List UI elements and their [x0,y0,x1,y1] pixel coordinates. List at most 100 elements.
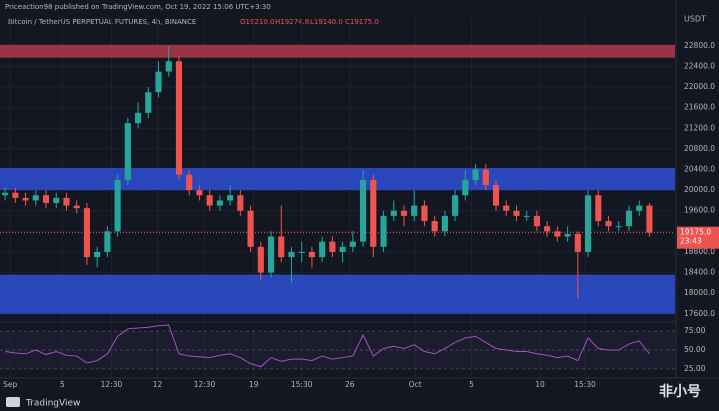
candle-body [2,192,9,196]
candle-body [513,210,520,216]
y-tick-label: 18400.0 [684,268,715,277]
candle-body [492,184,500,206]
symbol-title: Bitcoin / TetherUS PERPETUAL FUTURES, 4h… [8,18,196,26]
candle-body [175,61,183,175]
candle-body [298,251,305,253]
candle-body [636,205,643,211]
y-tick-label: 19600.0 [684,206,715,215]
y-tick-label: 22000.0 [684,82,715,91]
candle-body [278,236,285,258]
candle-body [22,197,29,201]
x-tick-label: 12 [153,380,163,389]
candle-body [319,241,326,258]
candle-body [441,215,448,232]
last-price-label: 19175.0 [680,228,711,237]
candle-body [206,195,213,206]
candle-body [165,61,172,72]
candle-body [73,205,80,209]
candle-body [574,233,581,252]
x-tick-label: 12:30 [194,380,216,389]
candle-body [564,233,571,237]
candle-body [360,179,367,242]
y-tick-label: 20800.0 [684,144,715,153]
candle-body [227,195,234,201]
x-tick-label: 15:30 [574,380,596,389]
y-tick-label: 22800.0 [684,41,715,50]
candle-body [114,179,121,232]
candle-body [472,169,479,180]
candle-body [308,251,315,258]
candle-body [503,205,510,211]
candle-body [431,221,438,232]
ohlc-label: O19210.0 [240,18,274,26]
rsi-tick-label: 50.00 [684,345,706,354]
candle-body [83,208,90,258]
ohlc-label: H19274.8 [275,18,309,26]
candle-body [421,205,428,222]
candle-body [135,112,142,124]
ohlc-label: C19175.0 [345,18,379,26]
price-zone [0,44,675,58]
candle-body [400,210,408,216]
candle-body [646,205,653,233]
candle-body [247,210,254,247]
brand-logo [6,397,20,407]
rsi-tick-label: 75.00 [684,326,706,335]
currency: USDT [684,15,706,24]
candle-body [605,221,612,227]
candle-body [257,246,264,273]
candle-body [370,179,377,247]
candle-body [523,215,530,217]
candle-body [288,251,295,258]
candle-body [155,71,162,93]
rsi-band [0,331,675,369]
watermark: 非小号 [659,383,701,400]
x-tick-label: 5 [469,380,474,389]
rsi-tick-label: 25.00 [684,364,706,373]
candle-body [196,190,203,196]
x-tick-label: 12:30 [101,380,123,389]
candle-body [267,236,275,273]
x-tick-label: 10 [535,380,545,389]
candle-body [380,215,387,247]
x-tick-label: Oct [409,380,422,389]
published-note: Priceaction98 published on TradingView.c… [5,3,271,11]
candle-body [482,169,489,185]
candle-body [186,174,193,191]
y-tick-label: 21600.0 [684,103,715,112]
candle-body [104,231,111,252]
countdown: 23:43 [680,237,702,246]
candle-body [411,205,418,216]
y-tick-label: 17600.0 [684,309,715,318]
candle-body [615,226,622,228]
y-tick-label: 18000.0 [684,288,715,297]
candle-body [595,195,602,222]
y-tick-label: 20000.0 [684,185,715,194]
candle-body [12,192,19,198]
candle-body [533,215,540,227]
candle-body [544,226,551,232]
candle-body [145,92,152,113]
x-tick-label: Sep [3,380,17,389]
candle-body [32,195,39,201]
price-zone [0,167,675,191]
candle-body [124,123,131,180]
brand: TradingView [25,399,80,409]
candle-body [554,231,561,237]
x-tick-label: 26 [345,380,355,389]
price-zone [0,274,675,314]
ohlc-label: L19140.0 [310,18,343,26]
candle-body [585,195,592,252]
candle-body [216,200,223,206]
candle-body [462,179,469,196]
y-tick-label: 21200.0 [684,123,715,132]
candle-body [339,246,346,252]
last-price-box [677,226,719,249]
candle-body [329,241,336,252]
x-tick-label: 15:30 [291,380,313,389]
candle-body [349,241,356,247]
candle-body [53,197,60,204]
candle-body [625,210,633,227]
y-tick-label: 20400.0 [684,165,715,174]
